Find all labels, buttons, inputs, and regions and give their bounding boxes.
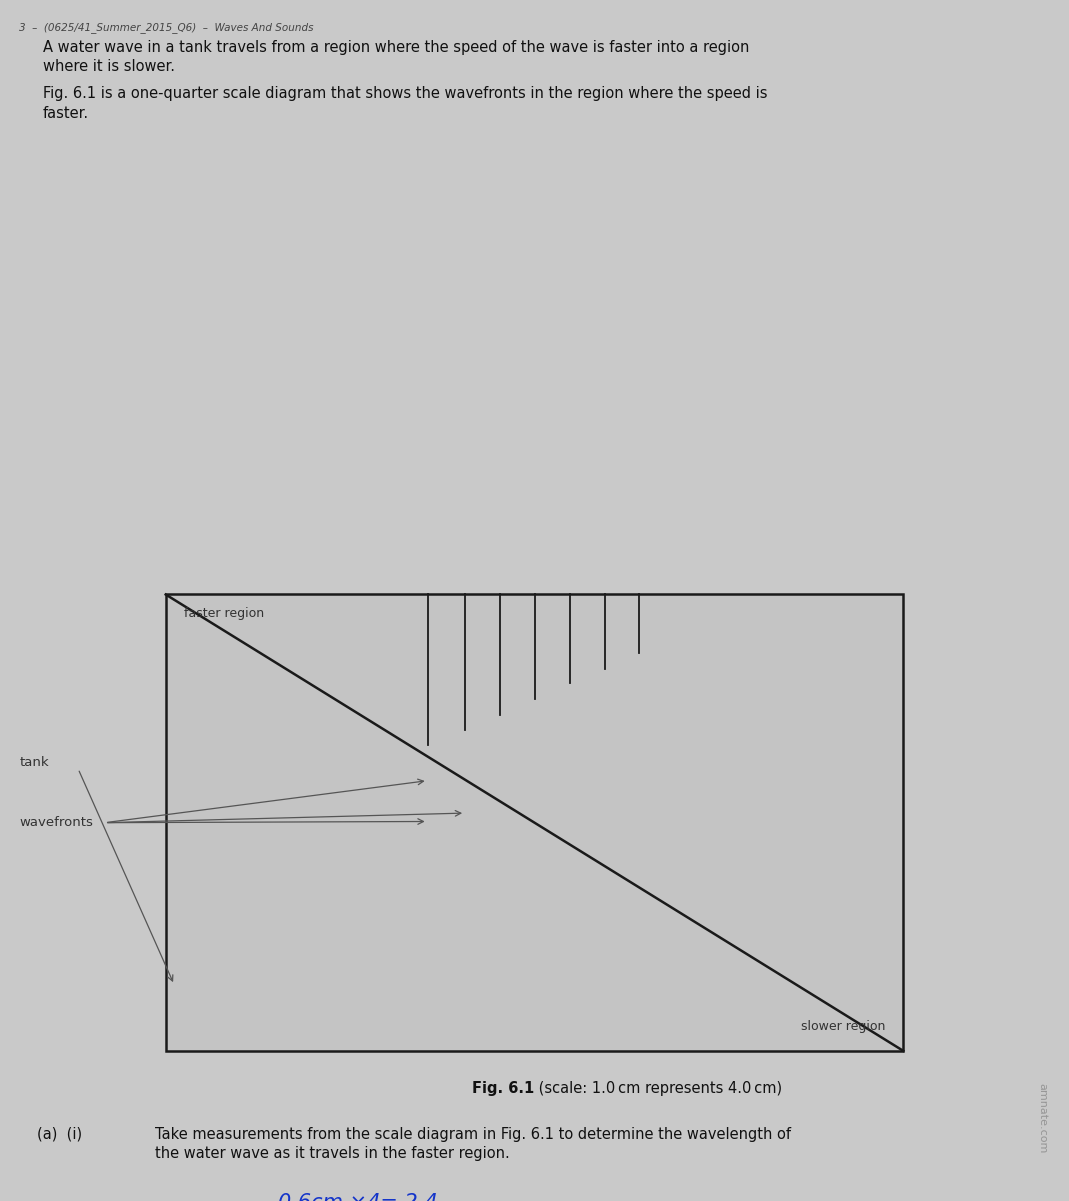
Bar (166, 594, 903, 1051)
Text: A water wave in a tank travels from a region where the speed of the wave is fast: A water wave in a tank travels from a re… (43, 40, 749, 74)
Text: slower region: slower region (801, 1020, 885, 1033)
Text: 0.6cm ×4= 2.4: 0.6cm ×4= 2.4 (278, 1193, 437, 1201)
Text: (scale: 1.0 cm represents 4.0 cm): (scale: 1.0 cm represents 4.0 cm) (534, 1081, 783, 1095)
Text: (a)  (i): (a) (i) (37, 1127, 82, 1141)
Text: faster region: faster region (184, 607, 264, 620)
Text: 3  –  (0625/41_Summer_2015_Q6)  –  Waves And Sounds: 3 – (0625/41_Summer_2015_Q6) – Waves And… (19, 22, 313, 32)
Text: Fig. 6.1 is a one-quarter scale diagram that shows the wavefronts in the region : Fig. 6.1 is a one-quarter scale diagram … (43, 86, 768, 121)
Text: amnate.com: amnate.com (1037, 1082, 1048, 1153)
Text: Fig. 6.1: Fig. 6.1 (472, 1081, 534, 1095)
Text: wavefronts: wavefronts (19, 817, 93, 829)
Text: Take measurements from the scale diagram in Fig. 6.1 to determine the wavelength: Take measurements from the scale diagram… (155, 1127, 791, 1161)
Text: tank: tank (19, 757, 49, 769)
